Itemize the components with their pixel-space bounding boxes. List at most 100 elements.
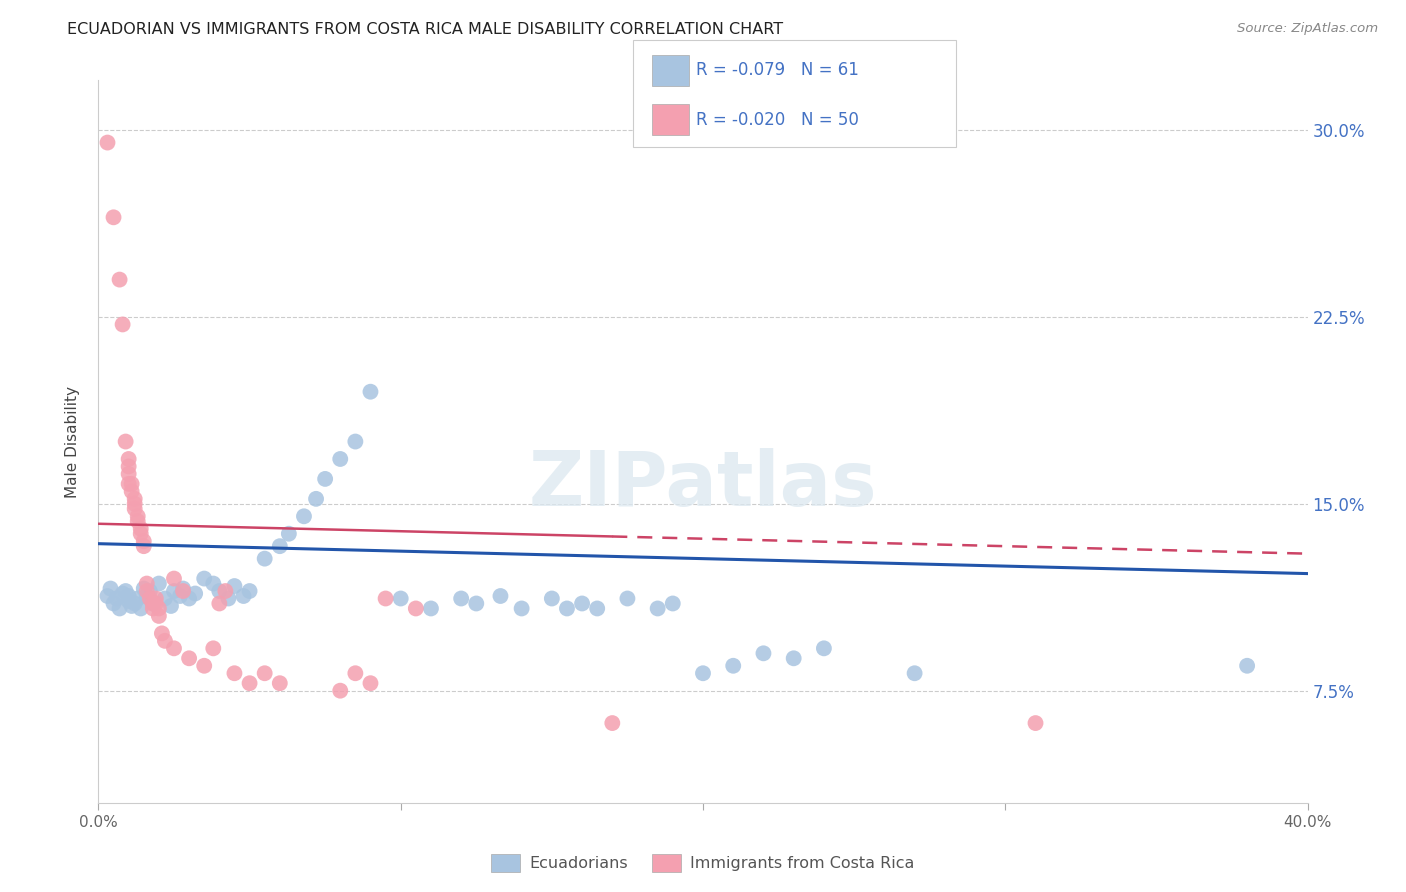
Point: [127, 591, 149, 606]
Point: [305, 491, 328, 506]
Point: [540, 591, 562, 606]
Text: ZIPatlas: ZIPatlas: [529, 448, 877, 522]
Text: R = -0.079   N = 61: R = -0.079 N = 61: [696, 62, 859, 79]
Point: [752, 646, 775, 660]
Point: [124, 491, 146, 506]
Point: [129, 526, 152, 541]
Point: [224, 579, 246, 593]
Point: [193, 658, 215, 673]
Point: [202, 641, 225, 656]
Point: [145, 597, 167, 611]
Point: [163, 641, 186, 656]
Point: [127, 509, 149, 524]
Point: [179, 651, 201, 665]
Point: [571, 597, 593, 611]
Point: [118, 452, 141, 467]
Point: [253, 551, 276, 566]
Point: [344, 666, 367, 681]
Point: [153, 591, 176, 606]
Point: [214, 584, 236, 599]
Point: [118, 589, 141, 603]
Point: [148, 609, 170, 624]
Point: [103, 211, 125, 225]
Point: [314, 472, 336, 486]
Point: [132, 582, 155, 596]
Point: [150, 626, 173, 640]
Point: [139, 591, 162, 606]
Point: [277, 526, 299, 541]
Point: [96, 589, 118, 603]
Point: [692, 666, 714, 681]
Point: [208, 584, 231, 599]
Point: [329, 452, 352, 467]
Point: [465, 597, 488, 611]
Point: [124, 597, 146, 611]
Point: [111, 586, 134, 600]
Point: [616, 591, 638, 606]
Point: [647, 601, 669, 615]
Point: [169, 589, 191, 603]
Point: [135, 589, 157, 603]
Point: [118, 467, 141, 481]
Point: [132, 534, 155, 549]
Point: [224, 666, 246, 681]
Point: [103, 597, 125, 611]
Point: [405, 601, 427, 615]
Point: [661, 597, 683, 611]
Point: [129, 522, 152, 536]
Point: [139, 584, 162, 599]
Point: [374, 591, 396, 606]
Point: [114, 584, 136, 599]
Point: [142, 597, 165, 611]
Point: [202, 576, 225, 591]
Text: R = -0.020   N = 50: R = -0.020 N = 50: [696, 111, 859, 128]
Point: [420, 601, 443, 615]
Point: [232, 589, 254, 603]
Point: [160, 599, 183, 613]
Point: [292, 509, 315, 524]
Point: [253, 666, 276, 681]
Point: [239, 676, 262, 690]
Point: [121, 599, 143, 613]
Point: [135, 584, 157, 599]
Point: [100, 582, 122, 596]
Point: [1236, 658, 1258, 673]
Point: [193, 572, 215, 586]
Point: [179, 591, 201, 606]
Text: ECUADORIAN VS IMMIGRANTS FROM COSTA RICA MALE DISABILITY CORRELATION CHART: ECUADORIAN VS IMMIGRANTS FROM COSTA RICA…: [67, 22, 783, 37]
Point: [148, 576, 170, 591]
Point: [172, 582, 194, 596]
Point: [360, 676, 382, 690]
Point: [96, 136, 118, 150]
Point: [163, 572, 186, 586]
Point: [118, 476, 141, 491]
Point: [489, 589, 512, 603]
Point: [142, 597, 165, 611]
Point: [389, 591, 412, 606]
Point: [555, 601, 578, 615]
Point: [184, 586, 207, 600]
Point: [148, 601, 170, 615]
Point: [586, 601, 609, 615]
Point: [602, 716, 624, 731]
Text: Source: ZipAtlas.com: Source: ZipAtlas.com: [1237, 22, 1378, 36]
Point: [217, 591, 239, 606]
Point: [129, 601, 152, 615]
Point: [145, 591, 167, 606]
Point: [172, 584, 194, 599]
Point: [208, 597, 231, 611]
Point: [344, 434, 367, 449]
Point: [118, 594, 141, 608]
Point: [124, 497, 146, 511]
Point: [108, 601, 131, 615]
Y-axis label: Male Disability: Male Disability: [65, 385, 80, 498]
Point: [121, 476, 143, 491]
Point: [510, 601, 533, 615]
Legend: Ecuadorians, Immigrants from Costa Rica: Ecuadorians, Immigrants from Costa Rica: [485, 847, 921, 878]
Point: [239, 584, 262, 599]
Point: [723, 658, 745, 673]
Point: [329, 683, 352, 698]
Point: [132, 539, 155, 553]
Point: [813, 641, 835, 656]
Point: [783, 651, 806, 665]
